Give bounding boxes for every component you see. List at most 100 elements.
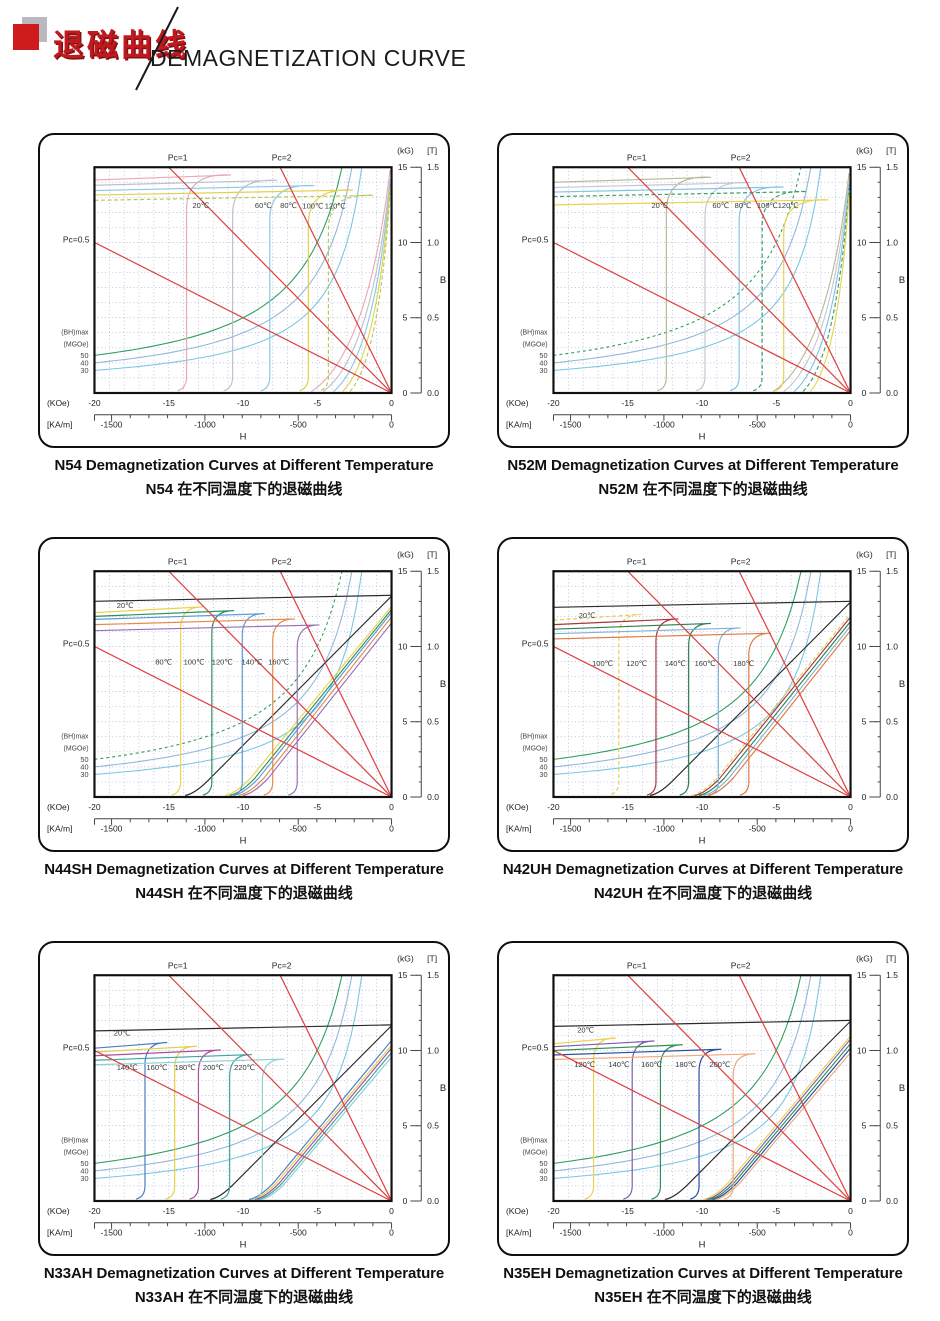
svg-text:30: 30 (80, 770, 88, 779)
svg-text:160℃: 160℃ (268, 658, 289, 667)
svg-text:30: 30 (80, 1174, 88, 1183)
svg-text:-1500: -1500 (101, 824, 123, 834)
svg-text:20℃: 20℃ (114, 1028, 131, 1037)
svg-text:50: 50 (80, 351, 88, 360)
svg-text:Pc=0.5: Pc=0.5 (522, 1042, 549, 1052)
svg-text:0: 0 (403, 792, 408, 802)
svg-text:0: 0 (848, 802, 853, 812)
svg-text:(MGOe): (MGOe) (523, 745, 548, 752)
svg-text:140℃: 140℃ (242, 658, 263, 667)
n44sh-chart-frame: 20℃ 80℃ 100℃ 120℃ 140℃ 160℃ Pc=0.5 Pc=1 Pc=2 (kG)… (38, 537, 450, 852)
svg-text:Pc=0.5: Pc=0.5 (63, 234, 90, 244)
svg-text:Pc=2: Pc=2 (731, 960, 751, 970)
svg-text:5: 5 (862, 717, 867, 727)
svg-text:(BH)max: (BH)max (520, 1137, 548, 1144)
svg-text:120℃: 120℃ (626, 659, 647, 668)
svg-text:Pc=1: Pc=1 (627, 960, 647, 970)
svg-text:Pc=0.5: Pc=0.5 (522, 234, 549, 244)
n42uh-caption: N42UH Demagnetization Curves at Differen… (497, 861, 909, 903)
svg-text:50: 50 (80, 1159, 88, 1168)
svg-text:20℃: 20℃ (652, 201, 669, 210)
svg-text:H: H (699, 431, 706, 442)
caption-cn: N54 在不同温度下的退磁曲线 (145, 481, 343, 498)
svg-text:1.5: 1.5 (886, 970, 898, 980)
svg-text:180℃: 180℃ (175, 1063, 196, 1072)
svg-text:-500: -500 (749, 1228, 766, 1238)
svg-text:100℃: 100℃ (302, 202, 323, 211)
svg-text:-500: -500 (290, 824, 307, 834)
svg-text:0: 0 (862, 792, 867, 802)
caption-cn: N52M 在不同温度下的退磁曲线 (598, 481, 808, 498)
svg-text:1.0: 1.0 (427, 641, 439, 651)
n54-caption: N54 Demagnetization Curves at Different … (38, 457, 450, 499)
svg-text:100℃: 100℃ (757, 201, 778, 210)
caption-en: N35EH Demagnetization Curves at Differen… (503, 1265, 903, 1282)
svg-text:-5: -5 (313, 398, 321, 408)
svg-text:[T]: [T] (886, 953, 896, 963)
svg-text:0: 0 (389, 1228, 394, 1238)
svg-text:0.5: 0.5 (427, 1121, 439, 1131)
page-title-en: DEMAGNETIZATION CURVE (150, 45, 467, 71)
svg-text:1.0: 1.0 (427, 237, 439, 247)
svg-text:Pc=1: Pc=1 (168, 960, 188, 970)
svg-text:-15: -15 (622, 398, 635, 408)
svg-text:50: 50 (539, 755, 547, 764)
svg-text:-10: -10 (237, 802, 250, 812)
svg-text:Pc=2: Pc=2 (731, 556, 751, 566)
svg-text:0.0: 0.0 (427, 388, 439, 398)
svg-text:1.5: 1.5 (886, 566, 898, 576)
caption-cn: N44SH 在不同温度下的退磁曲线 (135, 885, 353, 902)
svg-text:10: 10 (398, 1045, 408, 1055)
svg-text:10: 10 (398, 237, 408, 247)
caption-en: N42UH Demagnetization Curves at Differen… (502, 861, 904, 878)
svg-text:40: 40 (80, 358, 88, 367)
svg-text:0: 0 (389, 802, 394, 812)
n33ah-demagnetization-chart: 20℃ 140℃ 160℃ 180℃ 200℃ 220℃ Pc=0.5 Pc=1 Pc=2 (kG… (47, 953, 446, 1249)
n42uh-chart-frame: 20℃ 100℃ 120℃ 140℃ 160℃ 180℃ Pc=0.5 Pc=1 Pc=2 (kG… (497, 537, 909, 852)
svg-text:[T]: [T] (886, 549, 896, 559)
svg-text:-5: -5 (772, 1206, 780, 1216)
svg-text:(BH)max: (BH)max (520, 733, 548, 740)
chart-panel-n54: 20℃ 60℃ 80℃ 100℃ 120℃ Pc=0.5 Pc=1 Pc=2 (kG) [T] 15… (38, 133, 450, 499)
n33ah-caption: N33AH Demagnetization Curves at Differen… (38, 1265, 450, 1307)
svg-text:-5: -5 (772, 398, 780, 408)
svg-text:120℃: 120℃ (778, 201, 799, 210)
svg-text:-5: -5 (313, 1206, 321, 1216)
svg-text:Pc=0.5: Pc=0.5 (63, 1042, 90, 1052)
svg-text:[T]: [T] (427, 549, 437, 559)
svg-text:0.5: 0.5 (427, 717, 439, 727)
svg-text:(MGOe): (MGOe) (64, 1149, 89, 1156)
n35eh-caption: N35EH Demagnetization Curves at Differen… (497, 1265, 909, 1307)
svg-text:-500: -500 (749, 824, 766, 834)
svg-text:0: 0 (848, 420, 853, 430)
svg-text:(BH)max: (BH)max (61, 733, 89, 740)
n52m-chart-frame: 20℃ 60℃ 80℃ 100℃ 120℃ Pc=0.5 Pc=1 Pc=2 (kG) [T] 15… (497, 133, 909, 448)
svg-text:1.5: 1.5 (427, 970, 439, 980)
svg-text:-5: -5 (313, 802, 321, 812)
svg-text:-1500: -1500 (101, 1228, 123, 1238)
svg-text:15: 15 (398, 566, 408, 576)
svg-text:[KA/m]: [KA/m] (506, 420, 532, 430)
svg-text:0: 0 (848, 824, 853, 834)
svg-text:(MGOe): (MGOe) (64, 745, 89, 752)
svg-text:H: H (699, 1239, 706, 1250)
svg-text:(KOe): (KOe) (47, 398, 70, 408)
svg-text:0.5: 0.5 (886, 717, 898, 727)
n42uh-demagnetization-chart: 20℃ 100℃ 120℃ 140℃ 160℃ 180℃ Pc=0.5 Pc=1 Pc=2 (kG… (506, 549, 905, 845)
svg-text:-1500: -1500 (101, 420, 123, 430)
svg-text:60℃: 60℃ (712, 201, 729, 210)
svg-text:10: 10 (857, 1045, 867, 1055)
svg-text:Pc=2: Pc=2 (272, 960, 292, 970)
page-header: 退磁曲线 DEMAGNETIZATION CURVE (0, 0, 520, 100)
svg-text:1.0: 1.0 (886, 1045, 898, 1055)
svg-text:Pc=0.5: Pc=0.5 (63, 638, 90, 648)
svg-text:5: 5 (862, 1121, 867, 1131)
chart-panel-n33ah: 20℃ 140℃ 160℃ 180℃ 200℃ 220℃ Pc=0.5 Pc=1 Pc=2 (kG… (38, 941, 450, 1307)
svg-text:20℃: 20℃ (193, 201, 210, 210)
svg-text:40: 40 (80, 1166, 88, 1175)
svg-text:50: 50 (539, 351, 547, 360)
svg-text:(KOe): (KOe) (47, 1206, 70, 1216)
svg-text:-20: -20 (88, 802, 101, 812)
svg-text:-15: -15 (163, 802, 176, 812)
svg-text:-20: -20 (88, 398, 101, 408)
